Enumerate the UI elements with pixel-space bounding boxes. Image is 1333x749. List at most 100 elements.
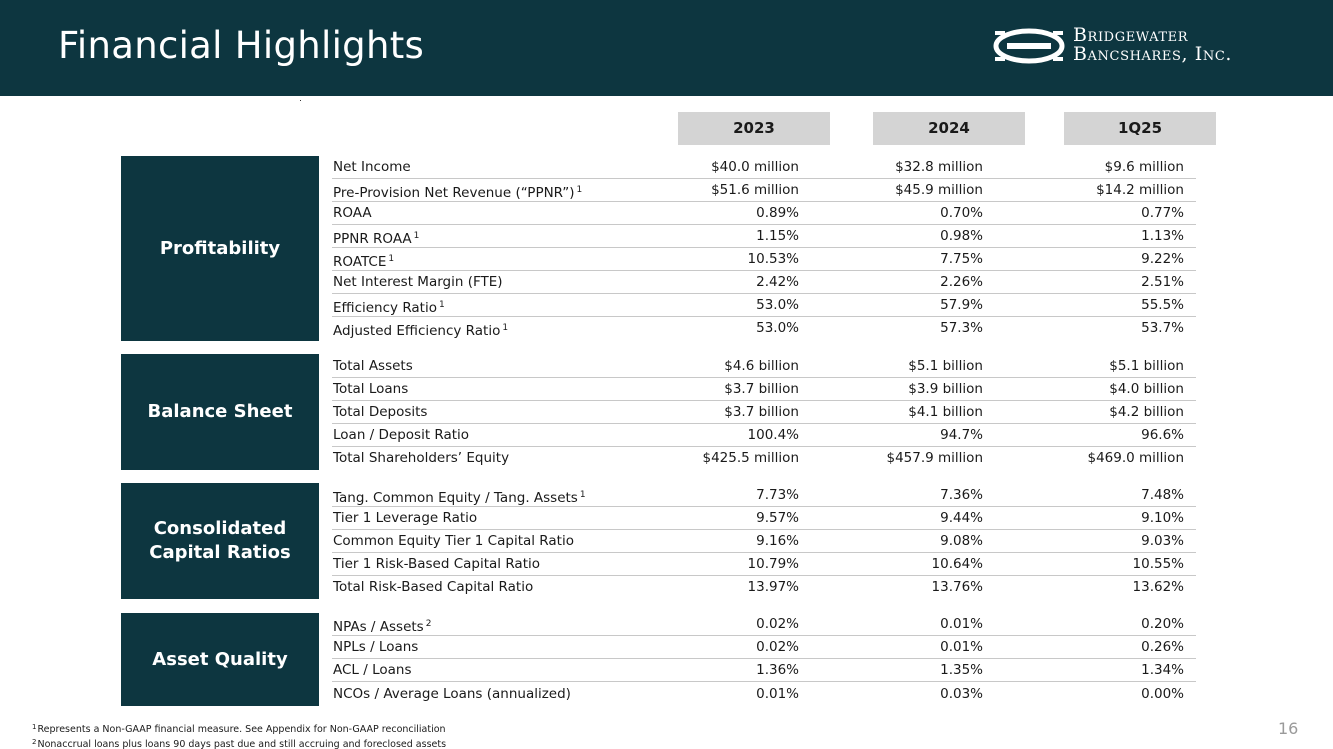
row-label: Tang. Common Equity / Tang. Assets 1 <box>333 490 586 506</box>
table-row: Total Loans $3.7 billion $3.9 billion $4… <box>332 378 1196 401</box>
row-label: ROAA <box>333 205 372 221</box>
value-1q25: 0.26% <box>1141 639 1184 655</box>
value-2024: 57.9% <box>940 297 983 313</box>
row-label: Total Risk-Based Capital Ratio <box>333 579 534 595</box>
value-1q25: 9.10% <box>1141 510 1184 526</box>
table-row: Total Assets $4.6 billion $5.1 billion $… <box>332 355 1196 378</box>
value-1q25: 1.34% <box>1141 662 1184 678</box>
footnotes: 1Represents a Non-GAAP financial measure… <box>32 721 446 749</box>
stray-dot <box>300 100 301 101</box>
row-label: Adjusted Efficiency Ratio 1 <box>333 323 509 339</box>
value-2023: 0.89% <box>756 205 799 221</box>
table-row: Efficiency Ratio 1 53.0% 57.9% 55.5% <box>332 294 1196 317</box>
row-label: Tier 1 Risk-Based Capital Ratio <box>333 556 541 572</box>
section-label: Balance Sheet <box>147 401 293 422</box>
value-2024: 9.08% <box>940 533 983 549</box>
value-1q25: 13.62% <box>1132 579 1184 595</box>
company-logo: Bridgewater Bancshares, Inc. <box>993 24 1273 72</box>
value-1q25: 53.7% <box>1141 320 1184 336</box>
value-2023: 53.0% <box>756 320 799 336</box>
row-label: ACL / Loans <box>333 662 412 678</box>
value-2023: $4.6 billion <box>724 358 799 374</box>
value-1q25: $4.2 billion <box>1109 404 1184 420</box>
section-label: Consolidated Capital Ratios <box>149 517 290 565</box>
table-row: Tier 1 Leverage Ratio 9.57% 9.44% 9.10% <box>332 507 1196 530</box>
row-label: Common Equity Tier 1 Capital Ratio <box>333 533 574 549</box>
row-label: ROATCE 1 <box>333 254 395 270</box>
table-row: NCOs / Average Loans (annualized) 0.01% … <box>332 683 1196 706</box>
table-row: Tang. Common Equity / Tang. Assets 1 7.73… <box>332 484 1196 507</box>
logo-wordmark: Bridgewater Bancshares, Inc. <box>1073 26 1232 64</box>
value-1q25: 0.00% <box>1141 686 1184 702</box>
value-2024: $4.1 billion <box>908 404 983 420</box>
table-row: Common Equity Tier 1 Capital Ratio 9.16%… <box>332 530 1196 553</box>
row-label: Total Shareholders’ Equity <box>333 450 510 466</box>
row-label: Net Income <box>333 159 411 175</box>
value-2023: 53.0% <box>756 297 799 313</box>
row-label: NCOs / Average Loans (annualized) <box>333 686 571 702</box>
row-label: Tier 1 Leverage Ratio <box>333 510 478 526</box>
column-header-2024: 2024 <box>873 112 1025 145</box>
logo-line-1: Bridgewater <box>1073 24 1189 46</box>
section-capital-ratios: Consolidated Capital Ratios <box>121 483 319 599</box>
value-2023: $425.5 million <box>702 450 800 466</box>
value-2024: $32.8 million <box>895 159 983 175</box>
footnote-mark: 1 <box>502 323 509 333</box>
row-label: Efficiency Ratio 1 <box>333 300 445 316</box>
value-2023: $3.7 billion <box>724 381 799 397</box>
table-row: ACL / Loans 1.36% 1.35% 1.34% <box>332 659 1196 682</box>
table-row: Total Deposits $3.7 billion $4.1 billion… <box>332 401 1196 424</box>
footnote-mark: 1 <box>576 185 583 195</box>
value-2024: 9.44% <box>940 510 983 526</box>
bridge-logo-icon <box>993 28 1065 64</box>
column-header-1q25: 1Q25 <box>1064 112 1216 145</box>
value-2024: $45.9 million <box>895 182 983 198</box>
value-2024: 57.3% <box>940 320 983 336</box>
value-2024: $3.9 billion <box>908 381 983 397</box>
value-1q25: 55.5% <box>1141 297 1184 313</box>
footnote-mark: 1 <box>388 254 395 264</box>
value-2024: 0.01% <box>940 616 983 632</box>
value-2023: 100.4% <box>747 427 799 443</box>
value-2024: 0.70% <box>940 205 983 221</box>
value-1q25: $4.0 billion <box>1109 381 1184 397</box>
table-row: Total Shareholders’ Equity $425.5 millio… <box>332 447 1196 470</box>
value-2023: 10.79% <box>747 556 799 572</box>
table-row: Loan / Deposit Ratio 100.4% 94.7% 96.6% <box>332 424 1196 447</box>
value-1q25: 0.20% <box>1141 616 1184 632</box>
value-2024: 13.76% <box>931 579 983 595</box>
column-header-2023: 2023 <box>678 112 830 145</box>
slide-header: Financial Highlights Bridgewater Bancsha… <box>0 0 1333 96</box>
value-1q25: $5.1 billion <box>1109 358 1184 374</box>
section-label-line-2: Capital Ratios <box>149 542 291 563</box>
value-2023: 9.16% <box>756 533 799 549</box>
value-2023: 2.42% <box>756 274 799 290</box>
value-1q25: $14.2 million <box>1096 182 1184 198</box>
footnote-2: 2Nonaccrual loans plus loans 90 days pas… <box>32 738 447 749</box>
footnote-mark: 1 <box>438 300 445 310</box>
value-1q25: 10.55% <box>1132 556 1184 572</box>
table-row: Net Interest Margin (FTE) 2.42% 2.26% 2.… <box>332 271 1196 294</box>
value-2024: 7.36% <box>940 487 983 503</box>
value-1q25: $469.0 million <box>1087 450 1185 466</box>
section-profitability: Profitability <box>121 156 319 341</box>
value-2024: 0.03% <box>940 686 983 702</box>
page-number: 16 <box>1278 719 1299 738</box>
value-2023: 1.15% <box>756 228 799 244</box>
value-1q25: 1.13% <box>1141 228 1184 244</box>
row-label: NPLs / Loans <box>333 639 419 655</box>
value-2024: 7.75% <box>940 251 983 267</box>
section-balance-sheet: Balance Sheet <box>121 354 319 470</box>
page-title: Financial Highlights <box>58 24 425 67</box>
value-1q25: 9.03% <box>1141 533 1184 549</box>
value-2023: 10.53% <box>747 251 799 267</box>
value-2024: 94.7% <box>940 427 983 443</box>
table-row: NPLs / Loans 0.02% 0.01% 0.26% <box>332 636 1196 659</box>
footnote-mark: 1 <box>579 490 586 500</box>
row-label: PPNR ROAA 1 <box>333 231 420 247</box>
value-2024: 0.98% <box>940 228 983 244</box>
row-label: Net Interest Margin (FTE) <box>333 274 503 290</box>
footnote-1: 1Represents a Non-GAAP financial measure… <box>32 723 446 735</box>
table-row: Pre-Provision Net Revenue (“PPNR”) 1 $51.… <box>332 179 1196 202</box>
table-row: Total Risk-Based Capital Ratio 13.97% 13… <box>332 576 1196 599</box>
